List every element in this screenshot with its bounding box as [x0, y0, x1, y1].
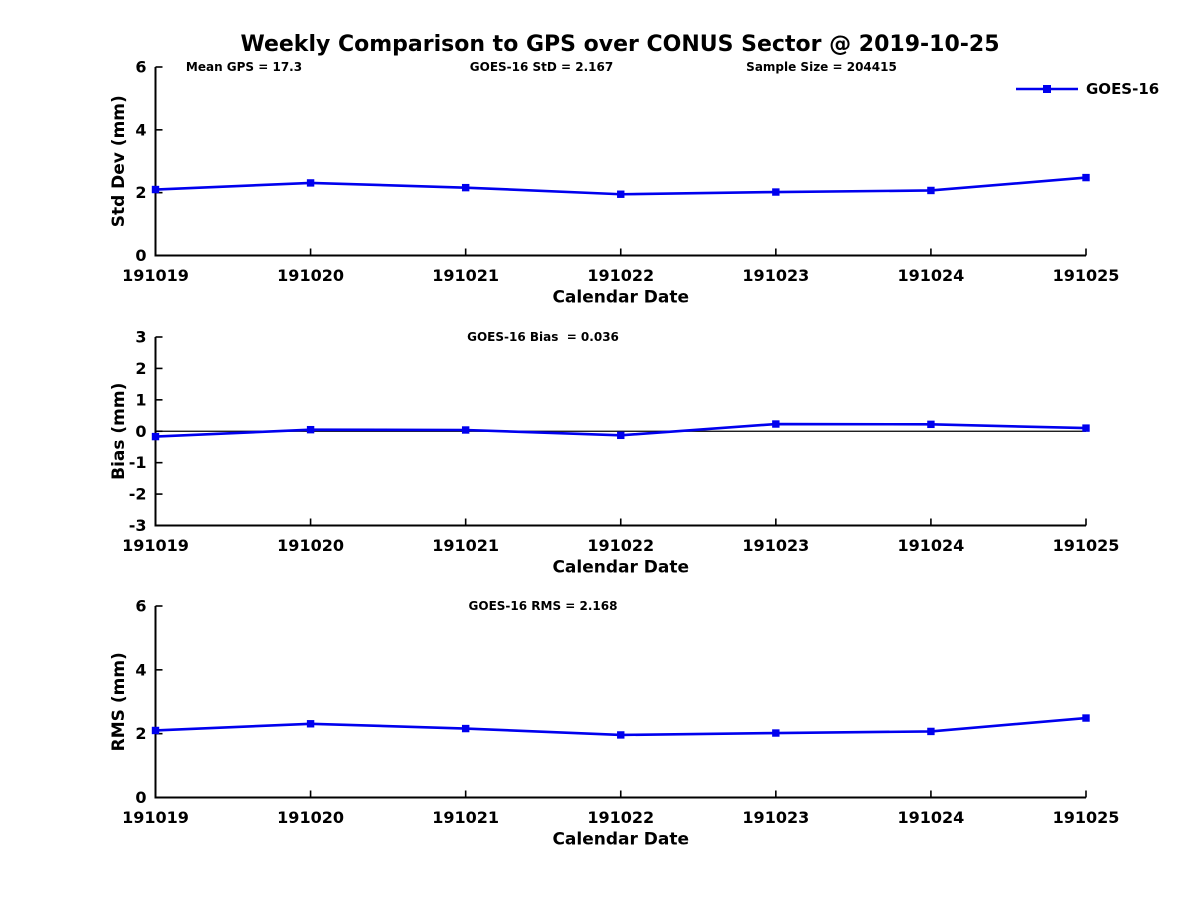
data-point-std-dev-191021: [461, 183, 470, 192]
subplot-bias: -3 -2 -1 0 1 2 3 191019 191020 191021 191022 191023…: [109, 328, 1119, 578]
y-axis-label-bias: Bias (mm): [109, 383, 129, 480]
x-tick-label-std-dev: 191019: [122, 266, 189, 285]
y-tick-label-std-dev: 2: [135, 183, 146, 202]
data-point-bias-191023: [772, 420, 780, 428]
x-tick-label-rms: 191025: [1053, 808, 1120, 827]
data-point-std-dev-191019: [151, 185, 160, 194]
x-tick-label-std-dev: 191025: [1053, 266, 1120, 285]
x-tick-label-bias: 191021: [432, 536, 499, 555]
subplots-container: 0 2 4 6 191019 191020 191021 191022 191023 191024…: [109, 58, 1119, 850]
data-point-rms-191022: [617, 731, 625, 739]
x-tick-label-bias: 191022: [587, 536, 654, 555]
subplot-rms: 0 2 4 6 191019 191020 191021 191022 191023 191024…: [109, 597, 1119, 850]
x-tick-label-std-dev: 191023: [742, 266, 809, 285]
x-tick-label-rms: 191019: [122, 808, 189, 827]
x-tick-label-rms: 191022: [587, 808, 654, 827]
x-axis-label-rms: Calendar Date: [552, 830, 689, 850]
x-tick-label-std-dev: 191024: [898, 266, 965, 285]
subplot-std-dev: 0 2 4 6 191019 191020 191021 191022 191023 191024…: [109, 58, 1119, 308]
data-point-std-dev-191025: [1082, 173, 1090, 182]
x-tick-label-bias: 191023: [742, 536, 809, 555]
data-point-rms-191025: [1082, 714, 1090, 722]
data-point-bias-191019: [151, 432, 160, 441]
y-tick-label-bias: 1: [135, 390, 146, 409]
annotation-std-dev-2: Sample Size = 204415: [746, 60, 897, 74]
y-tick-label-rms: 2: [135, 724, 146, 743]
data-point-rms-191024: [927, 727, 935, 736]
data-point-rms-191023: [772, 729, 780, 737]
y-axis-label-rms: RMS (mm): [109, 652, 129, 751]
data-point-rms-191020: [306, 720, 315, 728]
x-tick-label-rms: 191024: [898, 808, 965, 827]
x-axis-label-std-dev: Calendar Date: [552, 288, 689, 308]
legend-label: GOES-16: [1086, 80, 1159, 98]
y-tick-label-bias: 0: [135, 422, 146, 441]
y-tick-label-bias: 3: [135, 328, 146, 347]
y-axis-label-std-dev: Std Dev (mm): [109, 95, 129, 227]
data-point-std-dev-191022: [617, 190, 625, 198]
y-tick-label-bias: 2: [135, 359, 146, 378]
y-tick-label-std-dev: 0: [135, 246, 146, 265]
x-tick-label-std-dev: 191020: [277, 266, 344, 285]
data-point-rms-191019: [151, 726, 160, 735]
chart-title: Weekly Comparison to GPS over CONUS Sect…: [240, 32, 999, 57]
data-point-bias-191021: [461, 426, 470, 434]
x-tick-label-bias: 191019: [122, 536, 189, 555]
x-tick-label-rms: 191023: [742, 808, 809, 827]
data-point-bias-191025: [1082, 424, 1090, 432]
annotation-rms-0: GOES-16 RMS = 2.168: [469, 599, 618, 613]
x-tick-label-rms: 191020: [277, 808, 344, 827]
x-tick-label-std-dev: 191022: [587, 266, 654, 285]
legend: GOES-16: [1016, 80, 1159, 98]
data-point-rms-191021: [461, 724, 470, 733]
y-tick-label-bias: -1: [129, 453, 147, 472]
x-tick-label-bias: 191024: [898, 536, 965, 555]
x-tick-label-rms: 191021: [432, 808, 499, 827]
data-point-std-dev-191020: [306, 179, 315, 187]
y-tick-label-bias: -2: [129, 485, 147, 504]
x-tick-label-bias: 191020: [277, 536, 344, 555]
x-axis-label-bias: Calendar Date: [552, 558, 689, 578]
y-tick-label-rms: 4: [135, 660, 146, 679]
data-point-std-dev-191023: [772, 188, 780, 196]
y-tick-label-bias: -3: [129, 516, 147, 535]
data-point-std-dev-191024: [927, 186, 935, 195]
data-point-bias-191024: [927, 420, 935, 429]
data-point-bias-191022: [617, 431, 625, 440]
legend-marker-sample: [1043, 85, 1051, 93]
annotation-std-dev-1: GOES-16 StD = 2.167: [470, 60, 613, 74]
x-tick-label-bias: 191025: [1053, 536, 1120, 555]
y-tick-label-rms: 0: [135, 788, 146, 807]
x-tick-label-std-dev: 191021: [432, 266, 499, 285]
data-point-bias-191020: [306, 425, 315, 434]
y-tick-label-rms: 6: [135, 597, 146, 616]
y-tick-label-std-dev: 4: [135, 120, 146, 139]
annotation-std-dev-0: Mean GPS = 17.3: [186, 60, 302, 74]
y-tick-label-std-dev: 6: [135, 58, 146, 77]
annotation-bias-0: GOES-16 Bias = 0.036: [467, 330, 619, 344]
